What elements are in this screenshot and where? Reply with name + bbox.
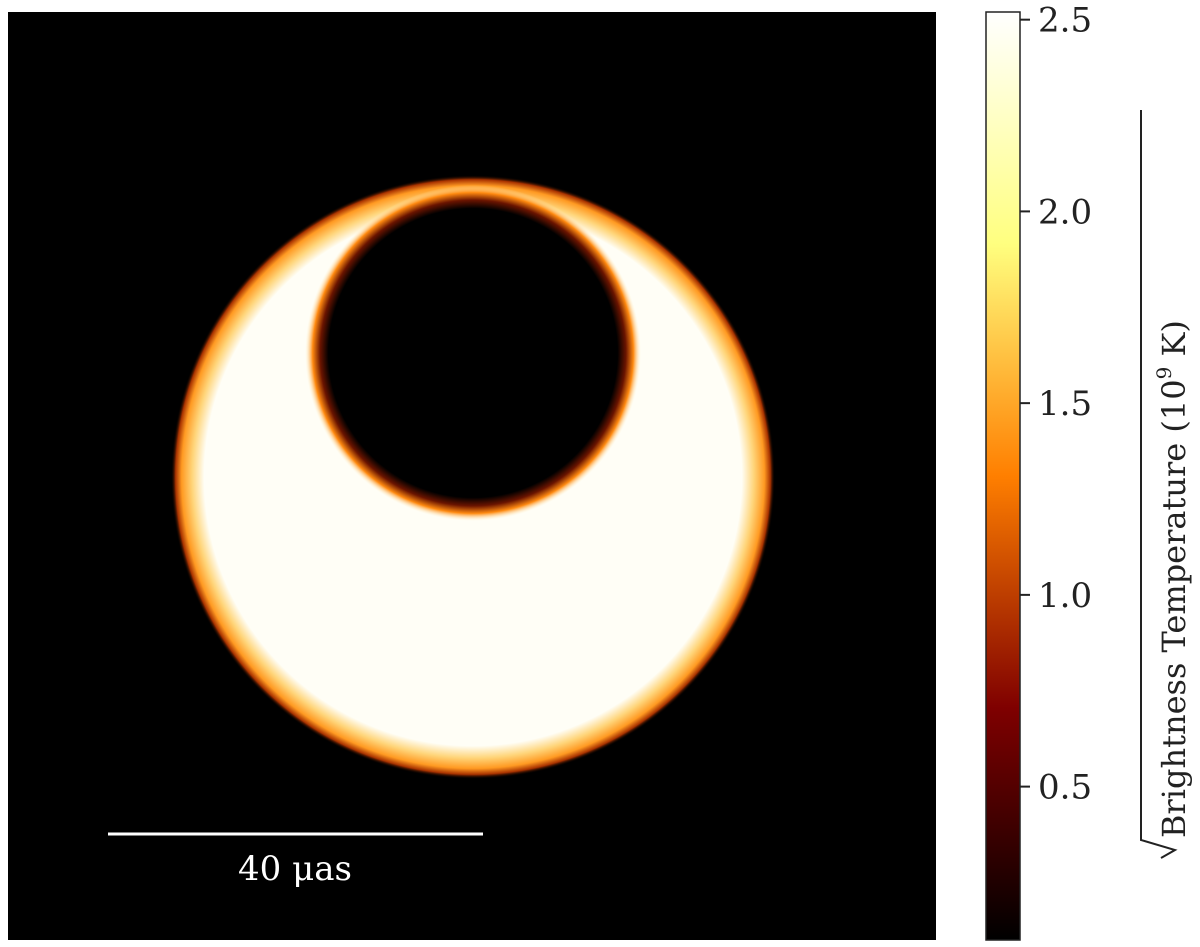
colorbar-label-prefix: Brightness Temperature (10 bbox=[1155, 379, 1193, 838]
colorbar: 0.5 1.0 1.5 2.0 2.5 Brightness Temperature (… bbox=[985, 1, 1193, 941]
colorbar-tick-label: 2.5 bbox=[1038, 1, 1092, 41]
colorbar-tick-label: 0.5 bbox=[1038, 768, 1092, 808]
colorbar-tick-label: 1.0 bbox=[1038, 576, 1092, 616]
colorbar-label: Brightness Temperature (109 K) bbox=[1140, 110, 1193, 859]
scale-bar: 40 μas bbox=[108, 832, 483, 889]
sqrt-symbol bbox=[1140, 110, 1178, 859]
colorbar-label-text: Brightness Temperature (109 K) bbox=[1152, 320, 1193, 838]
colorbar-label-suffix: K) bbox=[1155, 320, 1193, 367]
shadow-region bbox=[305, 185, 641, 521]
colorbar-tick-label: 2.0 bbox=[1038, 192, 1092, 232]
colorbar-label-exponent: 9 bbox=[1152, 367, 1176, 380]
colorbar-ticks: 0.5 1.0 1.5 2.0 2.5 bbox=[1020, 1, 1092, 808]
colorbar-tick-label: 1.5 bbox=[1038, 384, 1092, 424]
image-panel bbox=[8, 12, 936, 940]
colorbar-gradient bbox=[985, 11, 1021, 941]
scale-bar-label: 40 μas bbox=[238, 849, 352, 889]
